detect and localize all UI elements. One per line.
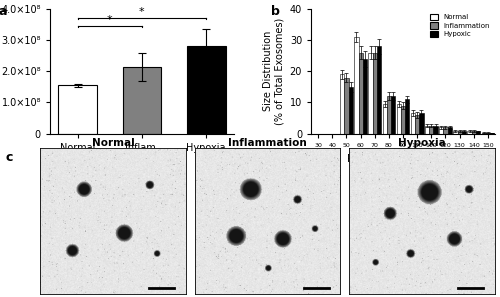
Bar (382, 104, 387, 134)
Bar (425, 126, 429, 134)
Title: Hypoxia: Hypoxia (398, 138, 446, 148)
Title: Normal: Normal (92, 138, 134, 148)
Bar (490, 133, 494, 134)
X-axis label: Particle Diameter (nm): Particle Diameter (nm) (347, 153, 459, 163)
Bar (411, 113, 415, 134)
Bar (454, 131, 458, 134)
Bar (344, 78, 348, 134)
Bar (58, 85, 97, 134)
Bar (358, 53, 362, 134)
Bar (340, 74, 344, 134)
Bar (396, 104, 401, 134)
Title: Inflammation: Inflammation (228, 138, 307, 148)
Bar (368, 53, 372, 134)
Text: *: * (139, 7, 145, 17)
Bar (429, 126, 434, 134)
Text: b: b (270, 5, 280, 18)
Bar (354, 37, 358, 134)
Bar (444, 127, 448, 134)
Bar (420, 113, 424, 134)
Bar (415, 115, 420, 134)
Bar (472, 131, 476, 134)
Text: c: c (5, 151, 12, 165)
Bar (448, 127, 452, 134)
Bar (377, 46, 381, 134)
Bar (486, 133, 490, 134)
Bar (362, 59, 367, 134)
Bar (372, 53, 377, 134)
Bar (387, 96, 391, 134)
Legend: Normal, Inflammation, Hypoxic: Normal, Inflammation, Hypoxic (428, 12, 492, 39)
Bar (401, 106, 405, 134)
Y-axis label: Size Distribution
(% of Total Exosomes): Size Distribution (% of Total Exosomes) (262, 18, 284, 125)
Bar (122, 67, 161, 134)
Text: *: * (107, 15, 112, 26)
Bar (462, 131, 466, 134)
Bar (348, 87, 353, 134)
Bar (439, 127, 444, 134)
Text: a: a (0, 5, 7, 18)
Bar (391, 96, 396, 134)
Bar (434, 126, 438, 134)
Bar (482, 133, 486, 134)
Bar (187, 46, 226, 134)
Bar (458, 131, 462, 134)
Bar (468, 131, 471, 134)
Bar (405, 99, 409, 134)
Bar (476, 132, 480, 134)
